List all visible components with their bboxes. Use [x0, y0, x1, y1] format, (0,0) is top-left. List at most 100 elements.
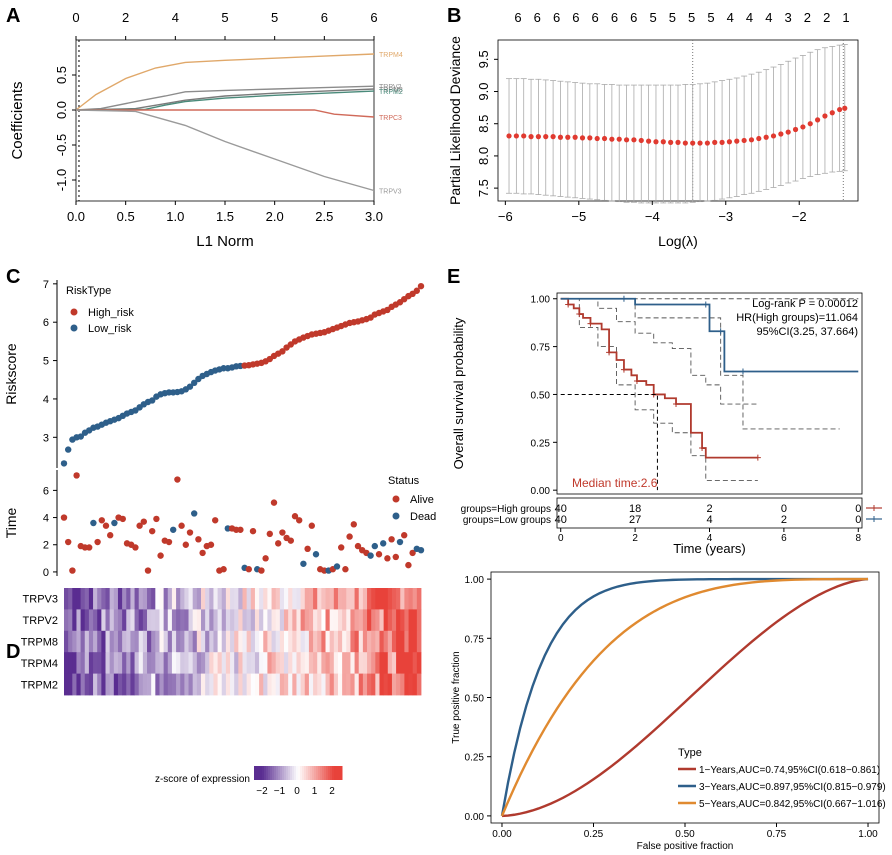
heatmap-cell: [171, 609, 177, 632]
heatmap-cell: [259, 652, 264, 674]
heatmap-cell: [337, 630, 343, 653]
heatmap-cell: [325, 673, 331, 696]
heatmap-cell: [134, 652, 140, 674]
deviance-point: [638, 137, 644, 144]
heatmap-cell: [225, 609, 231, 632]
heatmap-cell: [383, 673, 389, 696]
heatmap-cell: [205, 588, 210, 610]
heatmap-cell: [225, 652, 231, 674]
heatmap-cell: [350, 588, 355, 610]
heatmap-cell: [130, 652, 135, 674]
censor-mark: [702, 301, 709, 308]
heatmap-cell: [296, 652, 302, 674]
heatmap-cell: [259, 673, 264, 696]
heatmap-cell: [296, 588, 302, 610]
deviance-point: [741, 137, 747, 144]
heatmap-cell: [147, 609, 152, 632]
time-point: [367, 552, 374, 559]
top-tick-label: 5: [271, 10, 278, 25]
heatmap-cell: [105, 630, 111, 653]
time-point: [136, 522, 143, 529]
deviance-point: [842, 105, 848, 111]
heatmap-cell: [284, 609, 289, 632]
heatmap-cell: [346, 673, 351, 696]
deviance-point: [535, 134, 542, 140]
heatmap-cell: [209, 609, 214, 632]
heatmap-cell: [346, 588, 351, 610]
top-count-label: 6: [553, 10, 560, 25]
y-tick-label: 8.5: [476, 115, 491, 133]
legend-marker: [392, 512, 400, 520]
panel-letter-c: C: [6, 266, 20, 288]
heatmap-cell: [93, 609, 98, 632]
heatmap-cell: [337, 609, 343, 632]
heatmap-cell: [200, 588, 206, 610]
heatmap-cell: [404, 609, 409, 632]
heatmap-cell: [188, 609, 194, 632]
time-point: [291, 513, 299, 520]
time-point: [384, 555, 391, 562]
y-tick-label: 6: [43, 317, 49, 329]
riskscore-point: [186, 383, 194, 390]
heatmap-cell: [88, 630, 94, 653]
km-curve-low-groups: [560, 297, 859, 373]
heatmap-cell: [225, 673, 231, 696]
heatmap-cell: [200, 673, 206, 696]
heatmap-cell: [375, 630, 380, 653]
heatmap-cell: [176, 609, 181, 632]
heatmap-cell: [134, 609, 140, 632]
heatmap-cell: [371, 630, 376, 653]
heatmap-cell: [188, 588, 194, 610]
heatmap-cell: [122, 588, 127, 610]
heatmap-cell: [354, 588, 360, 610]
risk-table-row-label: groups=High groups: [461, 504, 551, 515]
heatmap-cell: [317, 673, 322, 696]
heatmap-cell: [292, 673, 297, 696]
colorbar-segment: [272, 766, 275, 780]
heatmap-cell: [225, 588, 231, 610]
heatmap-cell: [151, 652, 156, 674]
heatmap-cell: [196, 673, 202, 696]
heatmap-cell: [80, 588, 86, 610]
roc-curve-2: [500, 577, 869, 817]
heatmap-cell: [126, 673, 131, 696]
colorbar-segment: [314, 766, 317, 780]
y-tick-label: 4: [43, 513, 49, 525]
panel-e-km-curve: 0.00 0.25 0.50 0.75 1.00 Overall survival pro…: [451, 292, 882, 556]
legend-label: High_risk: [88, 307, 134, 319]
heatmap-cell: [84, 652, 90, 674]
heatmap-cell: [217, 609, 223, 632]
heatmap-cell: [225, 630, 231, 653]
x-axis-label: Log(λ): [658, 233, 698, 249]
time-point: [111, 519, 118, 527]
stats-annotation: HR(High groups)=11.064: [736, 312, 858, 324]
top-count-label: 3: [785, 10, 792, 25]
heatmap-cell: [134, 630, 140, 653]
time-point: [304, 545, 311, 553]
x-tick-label: 0.00: [492, 829, 512, 840]
censor-mark: [673, 401, 680, 408]
time-point: [401, 532, 408, 539]
heatmap-cell: [113, 673, 119, 696]
heatmap-cell: [68, 630, 73, 653]
heatmap-cell: [354, 609, 360, 632]
colorbar-segment: [308, 766, 311, 780]
heatmap-cell: [64, 609, 69, 632]
x-tick-label: 1.0: [166, 209, 184, 224]
heatmap-cell: [242, 673, 248, 696]
y-tick-label: 0.0: [54, 101, 69, 119]
x-tick-label: 1.00: [858, 829, 878, 840]
heatmap-cell: [105, 673, 111, 696]
heatmap-cell: [76, 588, 82, 610]
heatmap-cell: [230, 609, 235, 632]
heatmap-cell: [371, 588, 376, 610]
heatmap-cell: [375, 588, 380, 610]
legend-marker: [70, 324, 78, 332]
time-point: [174, 476, 181, 483]
heatmap-cell: [113, 652, 119, 674]
time-point: [388, 536, 395, 543]
risk-table-value: 4: [706, 514, 712, 526]
time-point: [60, 514, 68, 521]
time-point: [119, 515, 127, 523]
heatmap-cell: [192, 609, 198, 632]
